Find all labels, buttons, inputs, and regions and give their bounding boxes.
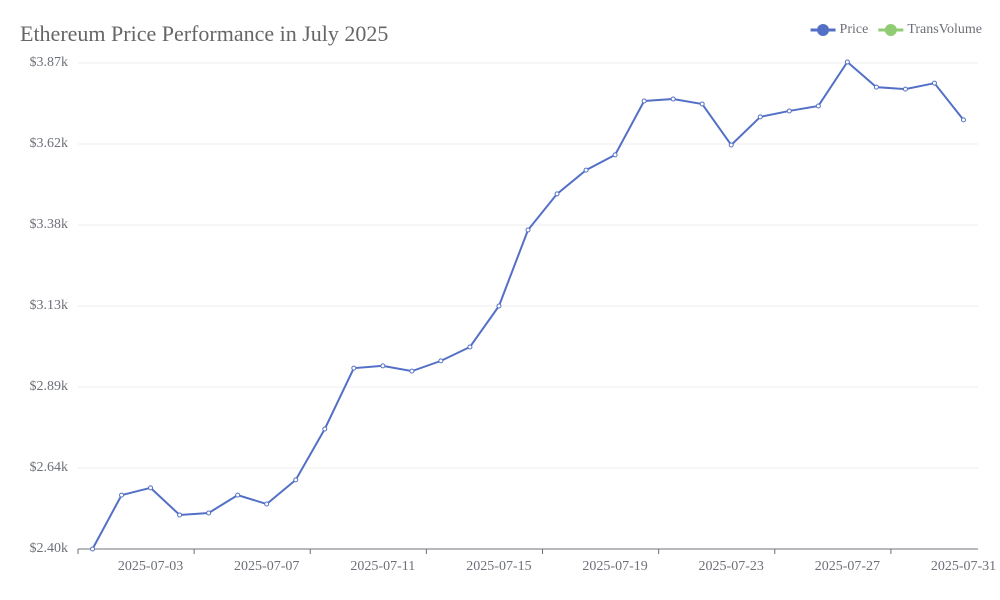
point: [322, 426, 328, 432]
chart-title: Ethereum Price Performance in July 2025: [20, 21, 388, 46]
legend-label: TransVolume: [907, 22, 982, 37]
x-tick-label: 2025-07-27: [815, 559, 880, 574]
point: [90, 546, 96, 552]
point: [293, 477, 299, 483]
point: [177, 512, 183, 518]
legend-label: Price: [840, 22, 869, 37]
point: [409, 368, 415, 374]
x-tick-label: 2025-07-23: [699, 559, 764, 574]
point: [206, 510, 212, 516]
y-tick-label: $2.89k: [30, 379, 69, 394]
point: [728, 142, 734, 148]
x-tick-label: 2025-07-31: [931, 559, 996, 574]
point: [757, 114, 763, 120]
point: [786, 108, 792, 114]
y-tick-label: $2.64k: [30, 460, 69, 475]
point: [467, 344, 473, 350]
point: [931, 80, 937, 86]
y-tick-label: $3.13k: [30, 298, 69, 313]
y-tick-label: $3.62k: [30, 136, 69, 151]
point: [873, 84, 879, 90]
point: [641, 98, 647, 104]
y-tick-label: $2.40k: [30, 541, 69, 556]
point: [525, 227, 531, 233]
point: [554, 191, 560, 197]
point: [438, 358, 444, 364]
point: [583, 167, 589, 173]
point: [235, 492, 241, 498]
point: [960, 117, 966, 123]
y-tick-label: $3.87k: [30, 55, 69, 70]
point: [670, 96, 676, 102]
point: [699, 101, 705, 107]
point: [351, 365, 357, 371]
point: [264, 501, 270, 507]
point: [612, 152, 618, 158]
x-tick-label: 2025-07-15: [466, 559, 531, 574]
point: [496, 303, 502, 309]
point: [380, 363, 386, 369]
x-tick-label: 2025-07-11: [350, 559, 415, 574]
y-tick-label: $3.38k: [30, 217, 69, 232]
point: [902, 86, 908, 92]
point: [815, 103, 821, 109]
x-tick-label: 2025-07-03: [118, 559, 183, 574]
legend-swatch-dot: [817, 24, 830, 36]
point: [148, 485, 154, 491]
point: [844, 59, 850, 65]
point: [119, 492, 125, 498]
x-tick-label: 2025-07-07: [234, 559, 299, 574]
legend-swatch-dot: [884, 24, 897, 36]
x-tick-label: 2025-07-19: [582, 559, 647, 574]
